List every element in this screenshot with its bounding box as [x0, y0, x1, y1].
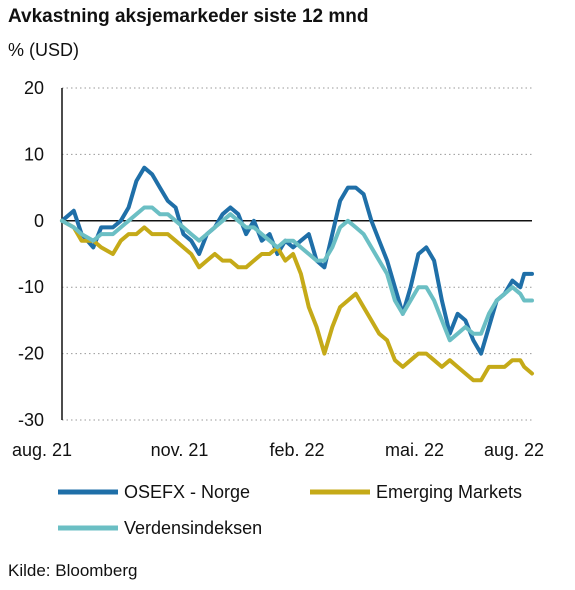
legend-label: OSEFX - Norge	[124, 482, 250, 502]
y-axis-unit-label: % (USD)	[8, 40, 79, 60]
series-line	[60, 205, 534, 343]
legend-label: Emerging Markets	[376, 482, 522, 502]
y-tick-label: -20	[18, 344, 44, 364]
y-tick-label: 10	[24, 144, 44, 164]
y-tick-label: -30	[18, 410, 44, 430]
y-tick-label: 0	[34, 211, 44, 231]
y-axis-ticks: 20 10 0 -10 -20 -30	[18, 78, 44, 430]
x-tick-label: aug. 22	[484, 440, 544, 460]
x-tick-label: nov. 21	[151, 440, 209, 460]
legend-label: Verdensindeksen	[124, 518, 262, 538]
series-line	[60, 165, 534, 356]
x-axis-ticks: aug. 21 nov. 21 feb. 22 mai. 22 aug. 22	[12, 440, 544, 460]
grid-lines	[62, 87, 532, 421]
chart-title: Avkastning aksjemarkeder siste 12 mnd	[8, 6, 369, 27]
legend: OSEFX - Norge Emerging Markets Verdensinde…	[58, 482, 522, 538]
source-note: Kilde: Bloomberg	[8, 561, 138, 580]
series-line	[60, 218, 534, 383]
y-tick-label: 20	[24, 78, 44, 98]
series-lines	[60, 165, 534, 383]
x-tick-label: feb. 22	[269, 440, 324, 460]
x-tick-label: aug. 21	[12, 440, 72, 460]
x-tick-label: mai. 22	[385, 440, 444, 460]
y-tick-label: -10	[18, 277, 44, 297]
